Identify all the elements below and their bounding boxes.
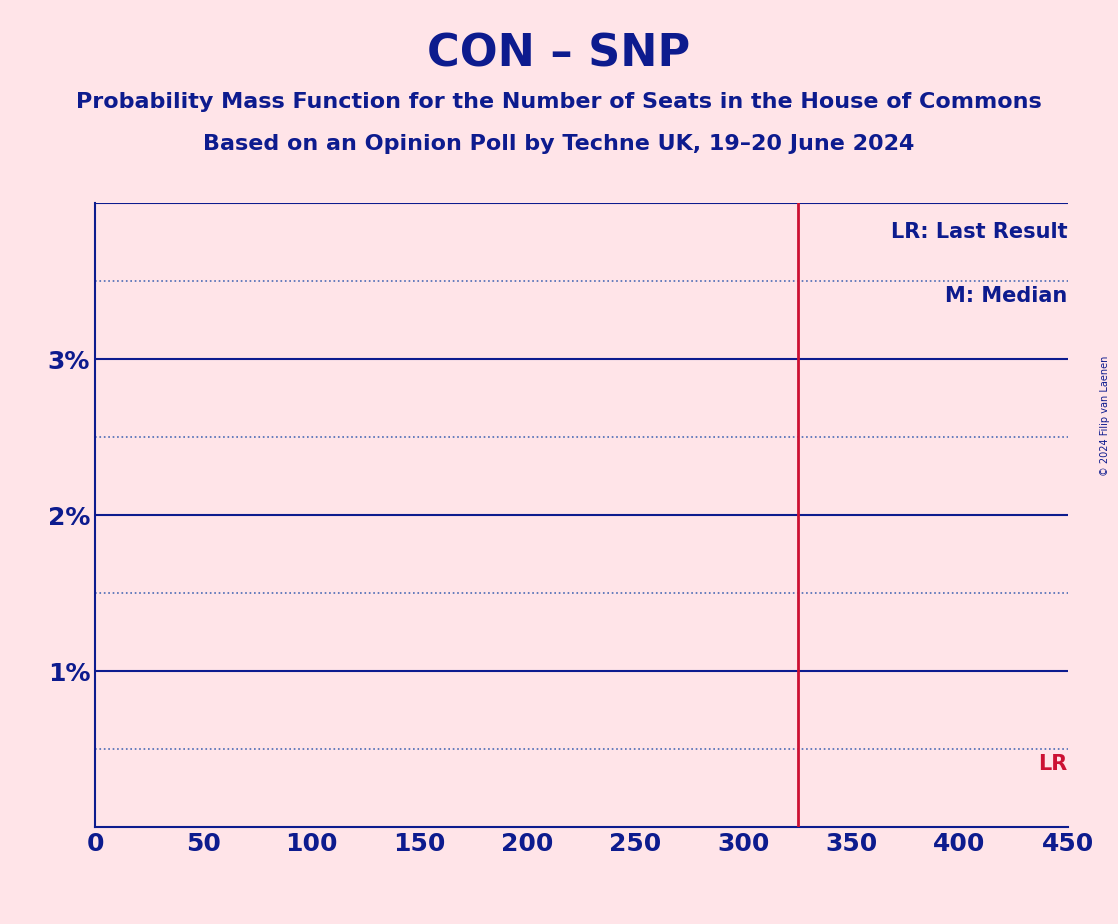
Text: LR: LR bbox=[1039, 754, 1068, 773]
Text: LR: Last Result: LR: Last Result bbox=[891, 223, 1068, 242]
Text: CON – SNP: CON – SNP bbox=[427, 32, 691, 76]
Text: M: Median: M: Median bbox=[946, 286, 1068, 306]
Text: Probability Mass Function for the Number of Seats in the House of Commons: Probability Mass Function for the Number… bbox=[76, 92, 1042, 113]
Text: © 2024 Filip van Laenen: © 2024 Filip van Laenen bbox=[1100, 356, 1110, 476]
Text: Based on an Opinion Poll by Techne UK, 19–20 June 2024: Based on an Opinion Poll by Techne UK, 1… bbox=[203, 134, 915, 154]
